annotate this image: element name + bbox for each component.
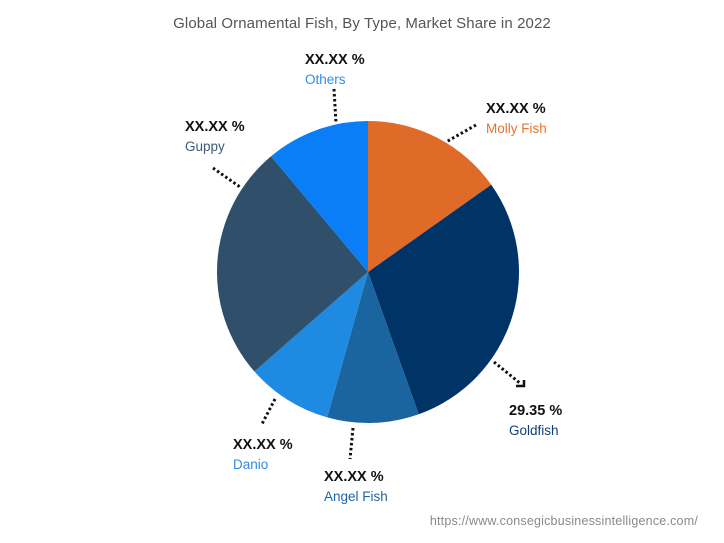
leader-danio — [260, 398, 277, 425]
leader-guppy — [212, 166, 241, 189]
label-angel-name: Angel Fish — [324, 488, 388, 504]
label-guppy: XX.XX % Guppy — [185, 120, 245, 153]
label-others-value: XX.XX % — [305, 52, 365, 68]
label-molly-name: Molly Fish — [486, 120, 547, 136]
label-angel-value: XX.XX % — [324, 469, 384, 485]
leader-molly — [445, 123, 477, 144]
label-goldfish-name: Goldfish — [509, 422, 559, 438]
label-danio-name: Danio — [233, 456, 269, 472]
pie-slice-danio — [254, 272, 368, 418]
pie-slice-angel-fish — [327, 272, 419, 423]
chart-title: Global Ornamental Fish, By Type, Market … — [173, 15, 551, 32]
label-danio: XX.XX % Danio — [233, 438, 293, 471]
label-danio-value: XX.XX % — [233, 437, 293, 453]
label-molly-value: XX.XX % — [486, 101, 546, 117]
pie-slice-others — [271, 121, 368, 272]
label-others-name: Others — [305, 71, 346, 87]
arrowhead-icon — [516, 380, 526, 388]
leader-goldfish — [493, 360, 522, 386]
leader-angel — [348, 427, 355, 460]
label-guppy-name: Guppy — [185, 138, 225, 154]
label-others: XX.XX % Others — [305, 53, 365, 86]
label-angel: XX.XX % Angel Fish — [324, 470, 388, 503]
leader-lines — [212, 88, 522, 460]
label-molly: XX.XX % Molly Fish — [486, 102, 547, 135]
pie-slice-molly-fish — [368, 121, 492, 272]
label-goldfish: 29.35 % Goldfish — [509, 404, 562, 437]
pie-slices — [217, 121, 519, 423]
pie-slice-goldfish — [368, 184, 519, 415]
label-guppy-value: XX.XX % — [185, 119, 245, 135]
label-goldfish-value: 29.35 % — [509, 403, 563, 419]
source-url[interactable]: https://www.consegicbusinessintelligence… — [429, 514, 698, 528]
leader-others — [332, 88, 338, 124]
pie-slice-guppy — [217, 156, 368, 372]
